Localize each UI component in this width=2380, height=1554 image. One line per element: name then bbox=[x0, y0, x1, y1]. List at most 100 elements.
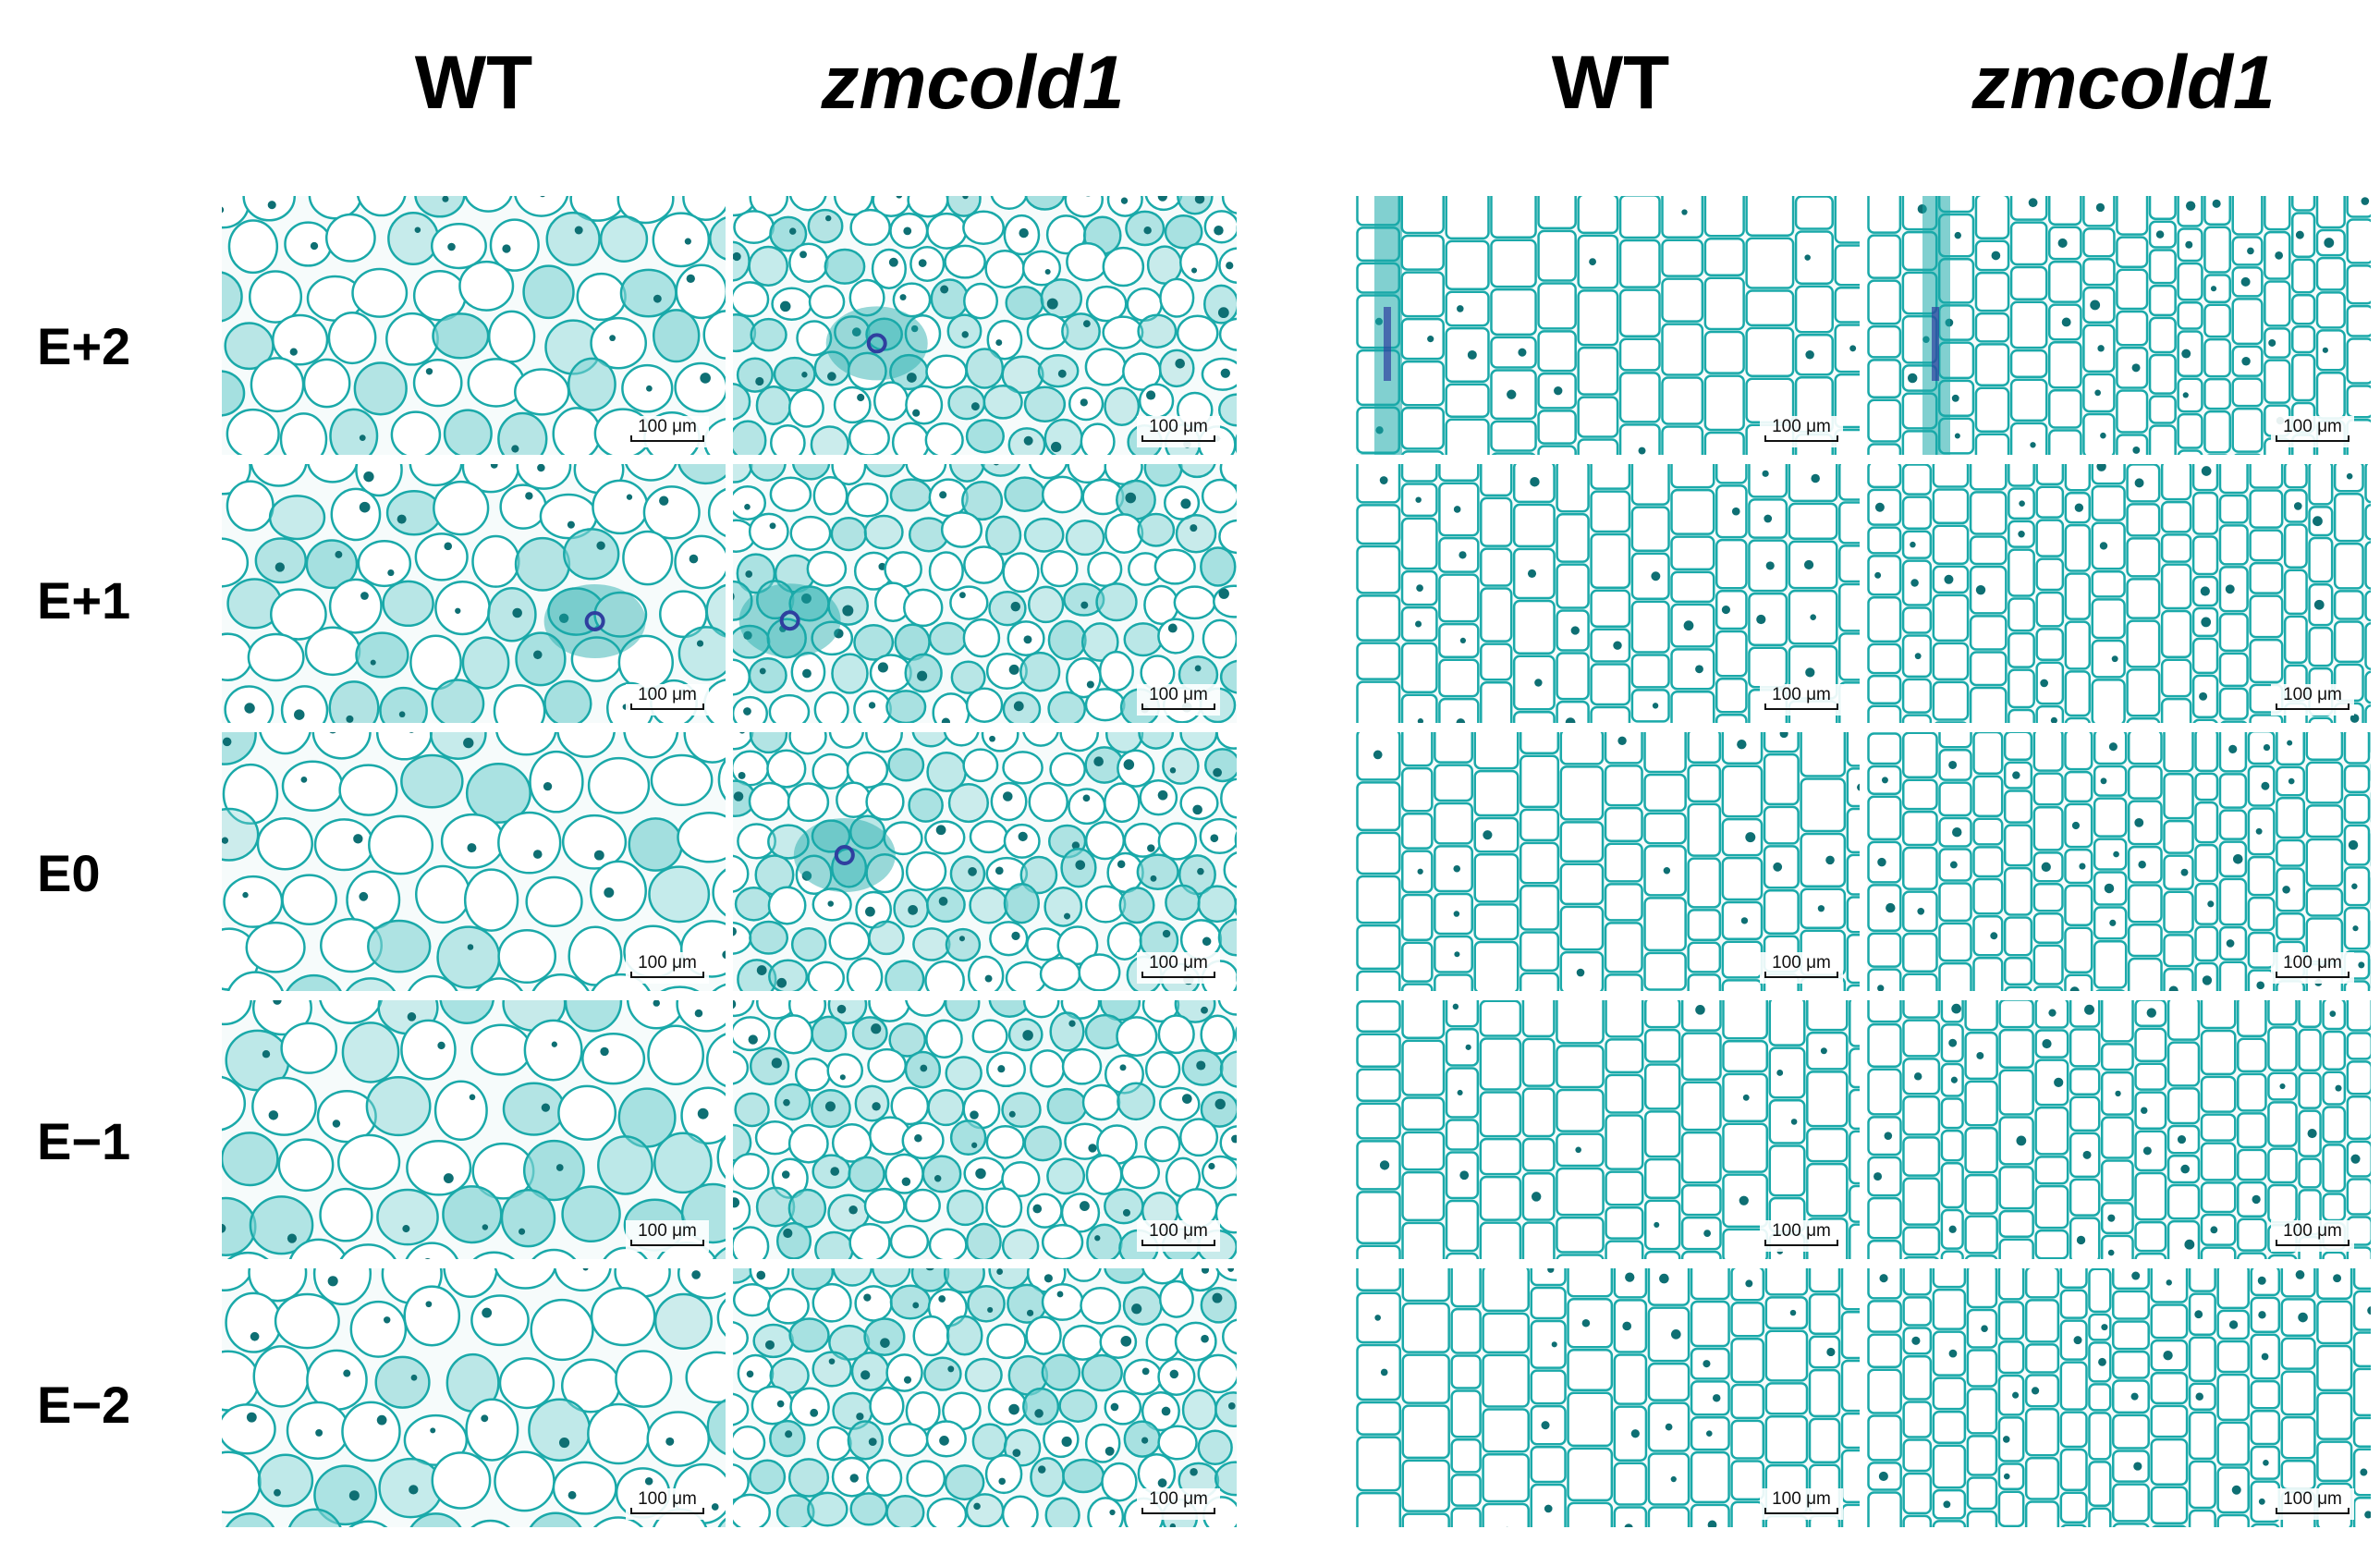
tissue-section-image bbox=[1867, 1000, 2371, 1259]
micrograph-zmcold1-long-e-minus-1: 100 μm bbox=[1867, 1000, 2371, 1259]
tissue-section-image bbox=[222, 196, 726, 455]
tissue-section-image bbox=[733, 1000, 1237, 1259]
micrograph-wt-cross-e-plus-2: 100 μm bbox=[222, 196, 726, 455]
scale-bar: 100 μm bbox=[626, 1488, 709, 1520]
row-label-e-minus-1: E−1 bbox=[37, 1112, 131, 1170]
scale-bar: 100 μm bbox=[1760, 1220, 1843, 1252]
scale-bar: 100 μm bbox=[1137, 1220, 1220, 1252]
scale-bar-label: 100 μm bbox=[1149, 417, 1208, 436]
scale-bar: 100 μm bbox=[2271, 1220, 2354, 1252]
micrograph-zmcold1-long-e0: 100 μm bbox=[1867, 732, 2371, 991]
micrograph-wt-cross-e-minus-2: 100 μm bbox=[222, 1268, 726, 1527]
scale-bar: 100 μm bbox=[1760, 684, 1843, 716]
scale-bar-label: 100 μm bbox=[638, 685, 697, 704]
micrograph-wt-long-e0: 100 μm bbox=[1356, 732, 1860, 991]
scale-bar: 100 μm bbox=[2271, 952, 2354, 984]
scale-bar-line bbox=[1764, 972, 1838, 978]
scale-bar-label: 100 μm bbox=[1149, 685, 1208, 704]
micrograph-wt-cross-e-minus-1: 100 μm bbox=[222, 1000, 726, 1259]
tissue-section-image bbox=[1867, 196, 2371, 455]
scale-bar: 100 μm bbox=[1760, 416, 1843, 447]
micrograph-zmcold1-cross-e0: 100 μm bbox=[733, 732, 1237, 991]
tissue-section-image bbox=[1356, 1000, 1860, 1259]
scale-bar: 100 μm bbox=[2271, 1488, 2354, 1520]
scale-bar: 100 μm bbox=[2271, 416, 2354, 447]
scale-bar-label: 100 μm bbox=[2283, 1221, 2342, 1241]
micrograph-wt-long-e-plus-2: 100 μm bbox=[1356, 196, 1860, 455]
row-label-e-plus-2: E+2 bbox=[37, 317, 131, 375]
row-label-e0: E0 bbox=[37, 844, 101, 902]
tissue-section-image bbox=[1356, 1268, 1860, 1527]
tissue-section-image bbox=[222, 1000, 726, 1259]
scale-bar: 100 μm bbox=[1137, 416, 1220, 447]
header-zmcold1-left: zmcold1 bbox=[821, 41, 1125, 125]
tissue-section-image bbox=[733, 732, 1237, 991]
scale-bar-label: 100 μm bbox=[1772, 685, 1831, 704]
scale-bar: 100 μm bbox=[626, 416, 709, 447]
micrograph-wt-cross-e-plus-1: 100 μm bbox=[222, 464, 726, 723]
header-wt-right: WT bbox=[1551, 41, 1670, 125]
scale-bar-line bbox=[1141, 704, 1215, 710]
scale-bar-label: 100 μm bbox=[638, 417, 697, 436]
row-label-e-minus-2: E−2 bbox=[37, 1376, 131, 1434]
header-wt-left: WT bbox=[414, 41, 533, 125]
scale-bar-line bbox=[630, 1240, 704, 1246]
micrograph-zmcold1-long-e-plus-1: 100 μm bbox=[1867, 464, 2371, 723]
tissue-section-image bbox=[1867, 732, 2371, 991]
scale-bar-label: 100 μm bbox=[638, 1221, 697, 1241]
scale-bar-line bbox=[1141, 1508, 1215, 1514]
tissue-section-image bbox=[1356, 196, 1860, 455]
scale-bar-line bbox=[1141, 972, 1215, 978]
micrograph-zmcold1-cross-e-plus-2: 100 μm bbox=[733, 196, 1237, 455]
micrograph-zmcold1-cross-e-plus-1: 100 μm bbox=[733, 464, 1237, 723]
header-zmcold1-right: zmcold1 bbox=[1971, 41, 2276, 125]
scale-bar-label: 100 μm bbox=[1149, 1489, 1208, 1509]
scale-bar-line bbox=[2276, 972, 2349, 978]
tissue-section-image bbox=[733, 464, 1237, 723]
scale-bar-line bbox=[1764, 435, 1838, 442]
scale-bar-line bbox=[2276, 1508, 2349, 1514]
scale-bar-label: 100 μm bbox=[638, 953, 697, 973]
scale-bar-label: 100 μm bbox=[1772, 417, 1831, 436]
tissue-section-image bbox=[733, 1268, 1237, 1527]
scale-bar: 100 μm bbox=[626, 1220, 709, 1252]
scale-bar-line bbox=[630, 435, 704, 442]
micrograph-wt-long-e-plus-1: 100 μm bbox=[1356, 464, 1860, 723]
scale-bar: 100 μm bbox=[1760, 952, 1843, 984]
scale-bar-label: 100 μm bbox=[1772, 953, 1831, 973]
micrograph-wt-long-e-minus-2: 100 μm bbox=[1356, 1268, 1860, 1527]
micrograph-wt-long-e-minus-1: 100 μm bbox=[1356, 1000, 1860, 1259]
scale-bar: 100 μm bbox=[1137, 1488, 1220, 1520]
scale-bar-label: 100 μm bbox=[1149, 953, 1208, 973]
micrograph-zmcold1-cross-e-minus-1: 100 μm bbox=[733, 1000, 1237, 1259]
scale-bar: 100 μm bbox=[1760, 1488, 1843, 1520]
scale-bar-label: 100 μm bbox=[2283, 1489, 2342, 1509]
tissue-section-image bbox=[1867, 1268, 2371, 1527]
row-label-e-plus-1: E+1 bbox=[37, 571, 131, 630]
tissue-section-image bbox=[222, 732, 726, 991]
tissue-section-image bbox=[733, 196, 1237, 455]
scale-bar: 100 μm bbox=[2271, 684, 2354, 716]
micrograph-zmcold1-long-e-plus-2: 100 μm bbox=[1867, 196, 2371, 455]
micrograph-wt-cross-e0: 100 μm bbox=[222, 732, 726, 991]
scale-bar-line bbox=[2276, 1240, 2349, 1246]
tissue-section-image bbox=[1356, 464, 1860, 723]
tissue-section-image bbox=[222, 1268, 726, 1527]
scale-bar-line bbox=[630, 972, 704, 978]
scale-bar-label: 100 μm bbox=[1149, 1221, 1208, 1241]
scale-bar-line bbox=[2276, 435, 2349, 442]
scale-bar-label: 100 μm bbox=[1772, 1221, 1831, 1241]
scale-bar-line bbox=[1764, 1240, 1838, 1246]
scale-bar-line bbox=[630, 704, 704, 710]
scale-bar: 100 μm bbox=[626, 684, 709, 716]
scale-bar-label: 100 μm bbox=[2283, 417, 2342, 436]
micrograph-zmcold1-long-e-minus-2: 100 μm bbox=[1867, 1268, 2371, 1527]
scale-bar: 100 μm bbox=[1137, 952, 1220, 984]
scale-bar: 100 μm bbox=[1137, 684, 1220, 716]
scale-bar-line bbox=[1141, 435, 1215, 442]
scale-bar-line bbox=[630, 1508, 704, 1514]
scale-bar-line bbox=[1141, 1240, 1215, 1246]
scale-bar-line bbox=[1764, 704, 1838, 710]
micrograph-zmcold1-cross-e-minus-2: 100 μm bbox=[733, 1268, 1237, 1527]
scale-bar: 100 μm bbox=[626, 952, 709, 984]
